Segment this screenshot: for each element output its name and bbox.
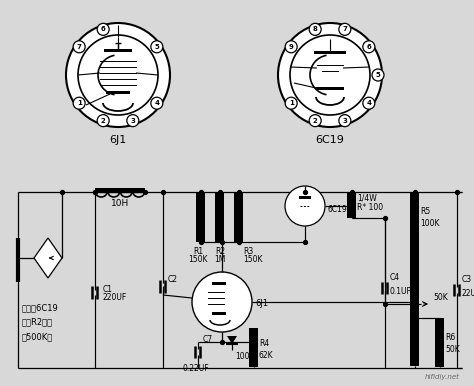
Circle shape xyxy=(309,115,321,127)
Text: 50K: 50K xyxy=(445,345,460,354)
Text: 5: 5 xyxy=(155,44,159,50)
Text: 10H: 10H xyxy=(111,200,129,208)
Bar xyxy=(197,193,206,242)
Circle shape xyxy=(309,23,321,36)
Text: 3: 3 xyxy=(130,118,135,124)
Text: 62K: 62K xyxy=(259,350,273,359)
Text: 7: 7 xyxy=(77,44,82,50)
Text: 22U: 22U xyxy=(462,290,474,298)
Text: 1: 1 xyxy=(289,100,293,106)
Circle shape xyxy=(285,186,325,226)
Text: R4: R4 xyxy=(259,339,269,347)
Bar xyxy=(410,193,419,242)
Text: 0.22UF: 0.22UF xyxy=(182,364,210,373)
Circle shape xyxy=(363,41,375,53)
Circle shape xyxy=(339,23,351,36)
Polygon shape xyxy=(34,238,62,278)
Text: 6J1: 6J1 xyxy=(109,135,127,145)
Text: 6C19: 6C19 xyxy=(328,205,348,215)
Bar xyxy=(410,242,419,366)
Text: C2: C2 xyxy=(168,276,178,284)
Text: 4: 4 xyxy=(155,100,159,106)
Text: 220UF: 220UF xyxy=(103,293,127,303)
Polygon shape xyxy=(227,336,237,344)
Text: R2: R2 xyxy=(215,247,225,256)
Text: C7: C7 xyxy=(203,335,213,344)
Bar xyxy=(216,193,225,242)
Text: 2: 2 xyxy=(313,118,318,124)
Circle shape xyxy=(192,272,252,332)
Text: 1/4W: 1/4W xyxy=(357,193,377,203)
Text: 6J1: 6J1 xyxy=(255,300,268,308)
Text: C1: C1 xyxy=(103,286,113,295)
Circle shape xyxy=(97,23,109,36)
Text: R* 100: R* 100 xyxy=(357,203,383,213)
Polygon shape xyxy=(299,196,311,199)
Text: 8: 8 xyxy=(313,26,318,32)
Circle shape xyxy=(363,97,375,109)
Circle shape xyxy=(372,69,384,81)
Circle shape xyxy=(290,35,370,115)
Circle shape xyxy=(278,23,382,127)
Polygon shape xyxy=(212,282,226,285)
Text: 1M: 1M xyxy=(214,255,226,264)
Circle shape xyxy=(97,115,109,127)
Text: R6: R6 xyxy=(445,334,455,342)
Text: 150K: 150K xyxy=(188,255,208,264)
Polygon shape xyxy=(316,87,344,90)
Circle shape xyxy=(66,23,170,127)
Text: 2: 2 xyxy=(101,118,106,124)
Text: 7: 7 xyxy=(342,26,347,32)
Text: 50K: 50K xyxy=(433,293,448,303)
Text: 1: 1 xyxy=(77,100,82,106)
Text: 6: 6 xyxy=(101,26,106,32)
Polygon shape xyxy=(106,91,130,94)
Circle shape xyxy=(151,97,163,109)
Bar xyxy=(436,318,445,367)
Text: 100V: 100V xyxy=(235,352,255,361)
Polygon shape xyxy=(104,49,132,52)
Text: 如两个6C19
并联R2取值
为500K。: 如两个6C19 并联R2取值 为500K。 xyxy=(22,303,59,341)
Circle shape xyxy=(285,97,297,109)
Text: 6: 6 xyxy=(366,44,371,50)
Text: 6C19: 6C19 xyxy=(316,135,345,145)
Circle shape xyxy=(285,41,297,53)
Bar xyxy=(249,328,258,367)
Text: R1: R1 xyxy=(193,247,203,256)
Text: 9: 9 xyxy=(289,44,293,50)
Bar xyxy=(347,193,356,218)
Polygon shape xyxy=(95,188,145,193)
Text: R3: R3 xyxy=(243,247,253,256)
Text: 4: 4 xyxy=(366,100,371,106)
Circle shape xyxy=(339,115,351,127)
Text: hifidiy.net: hifidiy.net xyxy=(425,374,460,380)
Text: R5: R5 xyxy=(420,208,430,217)
Circle shape xyxy=(73,41,85,53)
Text: C4: C4 xyxy=(390,274,400,283)
Text: C3: C3 xyxy=(462,276,472,284)
Polygon shape xyxy=(314,51,346,54)
Text: 5: 5 xyxy=(375,72,380,78)
Text: 150K: 150K xyxy=(243,255,263,264)
Circle shape xyxy=(78,35,158,115)
Bar xyxy=(235,193,244,242)
Polygon shape xyxy=(212,312,226,315)
Circle shape xyxy=(151,41,163,53)
Circle shape xyxy=(127,115,139,127)
Text: 3: 3 xyxy=(342,118,347,124)
Circle shape xyxy=(73,97,85,109)
Text: 0.1UF: 0.1UF xyxy=(390,288,412,296)
Text: 100K: 100K xyxy=(420,220,439,229)
